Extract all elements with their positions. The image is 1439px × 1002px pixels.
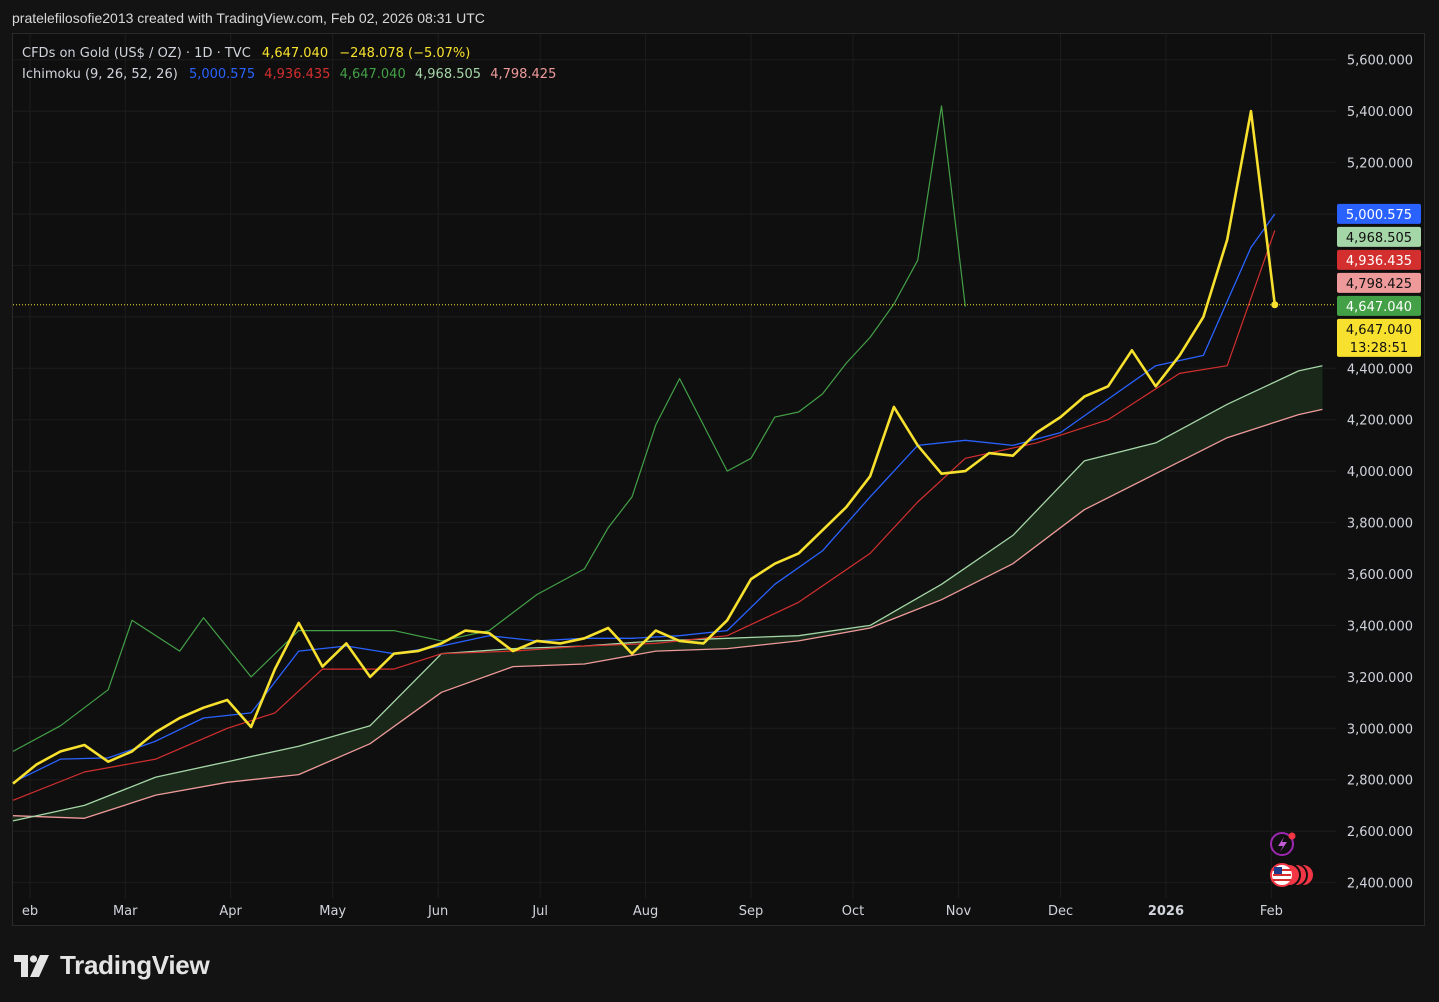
legend-indicator-name[interactable]: Ichimoku (9, 26, 52, 26) [22,67,178,82]
y-tick-label: 2,600.000 [1347,825,1413,840]
x-tick-label: Mar [113,904,138,919]
price-tag-countdown: 13:28:51 [1350,341,1408,356]
tradingview-logo[interactable]: TradingView [14,950,210,981]
flash-icon [1270,832,1294,856]
series-lines [12,105,1323,822]
y-tick-label: 4,400.000 [1347,362,1413,377]
cloud-fill [13,365,1323,821]
x-tick-label: Oct [842,904,864,919]
price-tag-label: 4,968.505 [1346,231,1412,246]
price-tag [1337,272,1421,293]
chart-icons [1270,832,1315,887]
y-tick-label: 2,800.000 [1347,774,1413,789]
legend-symbol[interactable]: CFDs on Gold (US$ / OZ) · 1D · TVC [22,46,251,61]
legend-indicator-row[interactable]: Ichimoku (9, 26, 52, 26) 5,000.575 4,936… [22,67,563,82]
x-tick-label: Jun [427,904,448,919]
legend-price: 4,647.040 [261,46,329,61]
legend-span-b-value: 4,798.425 [490,67,557,82]
notification-dot [1288,832,1296,840]
price-tag [1337,318,1421,357]
y-tick-label: 3,800.000 [1347,517,1413,532]
y-tick-label: 5,200.000 [1347,157,1413,172]
price-tag-label: 4,798.425 [1346,277,1412,292]
y-tick-label: 3,000.000 [1347,722,1413,737]
price-tag-label: 4,936.435 [1346,254,1412,269]
legend-span-a-value: 4,968.505 [414,67,482,82]
x-tick-label: Jul [531,904,548,919]
price-tag [1337,249,1421,270]
x-tick-label: Dec [1048,904,1073,919]
legend-conversion-value: 5,000.575 [188,67,256,82]
y-tick-label: 4,200.000 [1347,414,1413,429]
flash-icon-bolt [1278,837,1287,852]
series-line-lagging [12,105,966,752]
x-tick-label: eb [22,904,38,919]
price-tag-label: 4,647.040 [1346,323,1412,338]
x-axis: eb Mar Apr May Jun Jul Aug Sep Oct Nov Dec 2026 Feb [22,904,1283,919]
tradingview-logo-icon [14,954,49,977]
ichimoku-cloud [13,365,1323,821]
x-tick-label: Aug [633,904,658,919]
tradingview-logo-text: TradingView [60,950,210,980]
series-line-price [12,109,1277,785]
x-tick-label: Nov [946,904,972,919]
legend-lagging-value: 4,647.040 [339,67,406,82]
series-line-span-b [12,408,1323,819]
x-tick-label: Apr [219,904,242,919]
y-axis: 2,400.000 2,600.000 2,800.000 3,000.000 3,20… [1347,54,1413,892]
series-line-conversion [12,213,1276,783]
legend-symbol-row[interactable]: CFDs on Gold (US$ / OZ) · 1D · TVC 4,647… [22,46,477,61]
price-tags: 5,000.575 4,968.505 4,936.435 4,798.425 4,64… [1337,203,1421,357]
price-tag-label: 4,647.040 [1346,300,1412,315]
y-tick-label: 3,400.000 [1347,619,1413,634]
last-price-dot [1271,301,1279,309]
legend-base-value: 4,936.435 [264,67,331,82]
y-tick-label: 5,400.000 [1347,105,1413,120]
price-tag [1337,295,1421,316]
series-line-base [12,230,1276,801]
y-tick-label: 5,600.000 [1347,54,1413,69]
series-line-span-a [12,365,1323,822]
y-tick-label: 3,200.000 [1347,671,1413,686]
price-tag [1337,226,1421,247]
legend-change: −248.078 (−5.07%) [339,46,471,61]
chart-header: pratelefilosofie2013 created with Tradin… [12,10,485,26]
x-tick-label: Feb [1260,904,1283,919]
x-tick-label: 2026 [1148,904,1184,919]
x-tick-label: Sep [739,904,764,919]
y-tick-label: 4,000.000 [1347,465,1413,480]
price-tag [1337,203,1421,224]
grid [13,34,1336,898]
y-tick-label: 3,600.000 [1347,568,1413,583]
price-tag-label: 5,000.575 [1346,208,1412,223]
y-tick-label: 2,400.000 [1347,877,1413,892]
x-tick-label: May [319,904,346,919]
